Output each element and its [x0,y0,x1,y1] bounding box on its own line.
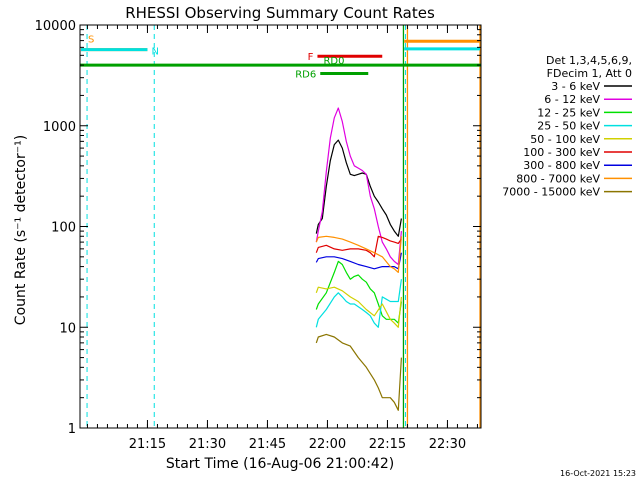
x-tick-label-0: 21:15 [129,437,166,452]
footer-timestamp: 16-Oct-2021 15:23 [560,469,636,478]
bar-label-S: S [88,35,94,46]
x-tick-label-5: 22:30 [429,437,466,452]
y-tick-label-1: 10 [59,321,76,336]
axes: 1 10 100 1000 10000 21:15 21:30 21:45 22:00 22:15… [35,19,482,452]
legend-entry-2: 12 - 25 keV [537,106,600,119]
legend-entry-0: 3 - 6 keV [551,80,600,93]
y-tick-label-3: 1000 [43,120,76,135]
series-line-3 [315,279,402,328]
x-tick-label-4: 22:15 [369,437,406,452]
legend-entry-1: 6 - 12 keV [544,93,600,106]
y-tick-label-4: 10000 [35,19,76,34]
legend-entry-8: 7000 - 15000 keV [502,186,600,199]
legend-header-0: Det 1,3,4,5,6,9, [546,54,632,67]
plot-background [80,25,481,428]
bar-label-RD6: RD6 [295,70,316,81]
series-line-6 [315,252,402,270]
legend-header-1: FDecim 1, Att 0 [547,67,632,80]
bar-label-RD0: RD0 [323,56,344,67]
series-line-0 [315,139,402,237]
plot-area [80,25,481,428]
series-line-5 [315,235,402,258]
series-line-8 [315,333,402,411]
legend: Det 1,3,4,5,6,9,FDecim 1, Att 03 - 6 keV… [502,54,632,199]
series-line-4 [315,286,402,328]
legend-entry-7: 800 - 7000 keV [516,172,600,185]
bar-label-F: F [308,52,314,63]
y-tick-label-2: 100 [51,221,76,236]
legend-entry-4: 50 - 100 keV [530,133,600,146]
x-tick-label-2: 21:45 [249,437,286,452]
series-lines [315,107,402,411]
y-axis-label: Count Rate (s⁻¹ detector⁻¹) [13,135,29,325]
legend-entry-3: 25 - 50 keV [537,120,600,133]
bar-label-N: N [151,47,158,58]
state-bars: S N F RD0 RD6 [80,35,481,81]
y-tick-label-0: 1 [68,422,76,437]
x-axis-label: Start Time (16-Aug-06 21:00:42) [166,456,394,472]
legend-entry-5: 100 - 300 keV [523,146,600,159]
legend-entry-6: 300 - 800 keV [523,159,600,172]
chart-title: RHESSI Observing Summary Count Rates [125,4,435,22]
x-tick-label-3: 22:00 [309,437,346,452]
series-line-1 [315,107,402,266]
series-line-7 [315,235,402,273]
series-line-2 [315,260,402,324]
x-tick-label-1: 21:30 [189,437,226,452]
